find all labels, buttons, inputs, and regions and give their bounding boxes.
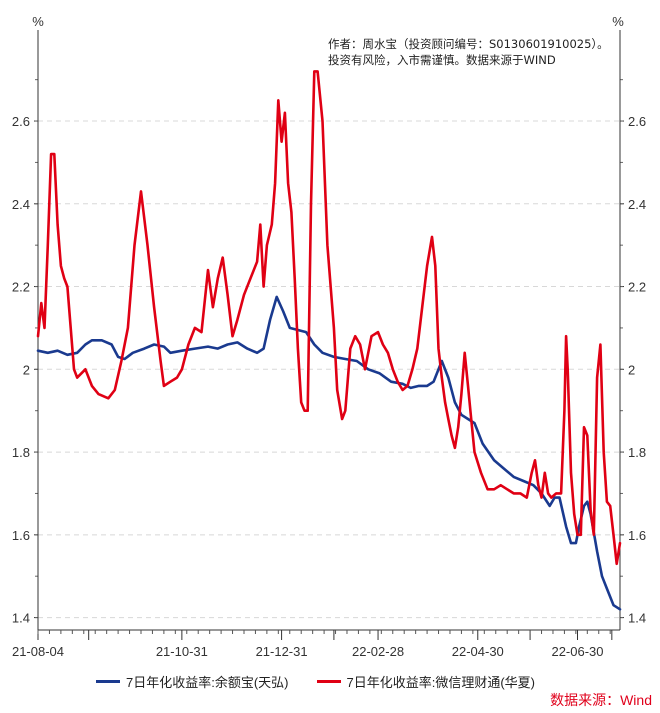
chart-canvas: 1.4 1.4 1.6 1.6 1.8 1.8 2 2 2.2 2.2 2.4 2.4 2.6 2.6 21… [12, 14, 646, 659]
x-tick-label: 21-12-31 [256, 644, 308, 659]
source-note: 数据来源：Wind [550, 692, 652, 708]
x-tick-label: 22-06-30 [551, 644, 603, 659]
y-tick-label-left: 2.4 [12, 197, 30, 212]
gridlines [38, 120, 620, 619]
y-tick-label-left: 2.6 [12, 114, 30, 129]
legend-swatch-licaitong [316, 680, 341, 683]
legend: 7日年化收益率:余额宝(天弘) 7日年化收益率:微信理财通(华夏) [96, 672, 535, 691]
y-tick-label-left: 1.8 [12, 445, 30, 460]
legend-item-licaitong: 7日年化收益率:微信理财通(华夏) [316, 672, 536, 691]
x-tick-label: 22-04-30 [452, 644, 504, 659]
y-tick-label-right: 2.2 [628, 280, 646, 295]
y-unit-right: % [612, 14, 624, 29]
y-tick-label-left: 2.2 [12, 280, 30, 295]
series-lines [36, 70, 622, 611]
x-tick-label: 21-10-31 [156, 644, 208, 659]
y-tick-label-left: 2 [23, 362, 30, 377]
y-tick-label-right: 1.4 [628, 611, 646, 626]
author-note-line: 作者：周水宝（投资顾问编号：S0130601910025）。 [328, 37, 609, 51]
legend-label-yuebao: 7日年化收益率:余额宝(天弘) [126, 675, 289, 690]
series-line-licaitong [36, 70, 622, 566]
y-tick-label-right: 2.4 [628, 197, 646, 212]
labels: 1.4 1.4 1.6 1.6 1.8 1.8 2 2 2.2 2.2 2.4 2.4 2.6 2.6 21… [12, 14, 646, 659]
y-tick-label-right: 1.8 [628, 445, 646, 460]
legend-item-yuebao: 7日年化收益率:余额宝(天弘) [96, 672, 289, 691]
x-tick-label: 21-08-04 [12, 644, 64, 659]
legend-label-licaitong: 7日年化收益率:微信理财通(华夏) [346, 675, 536, 690]
y-tick-label-left: 1.6 [12, 528, 30, 543]
x-tick-label: 22-02-28 [352, 644, 404, 659]
y-unit-left: % [32, 14, 44, 29]
y-tick-label-left: 1.4 [12, 611, 30, 626]
y-tick-label-right: 2 [628, 362, 635, 377]
y-tick-label-right: 1.6 [628, 528, 646, 543]
author-note-line: 投资有风险，入市需谨慎。数据来源于WIND [328, 53, 556, 67]
y-tick-label-right: 2.6 [628, 114, 646, 129]
series-line-yuebao [36, 295, 622, 611]
legend-swatch-yuebao [96, 680, 120, 683]
